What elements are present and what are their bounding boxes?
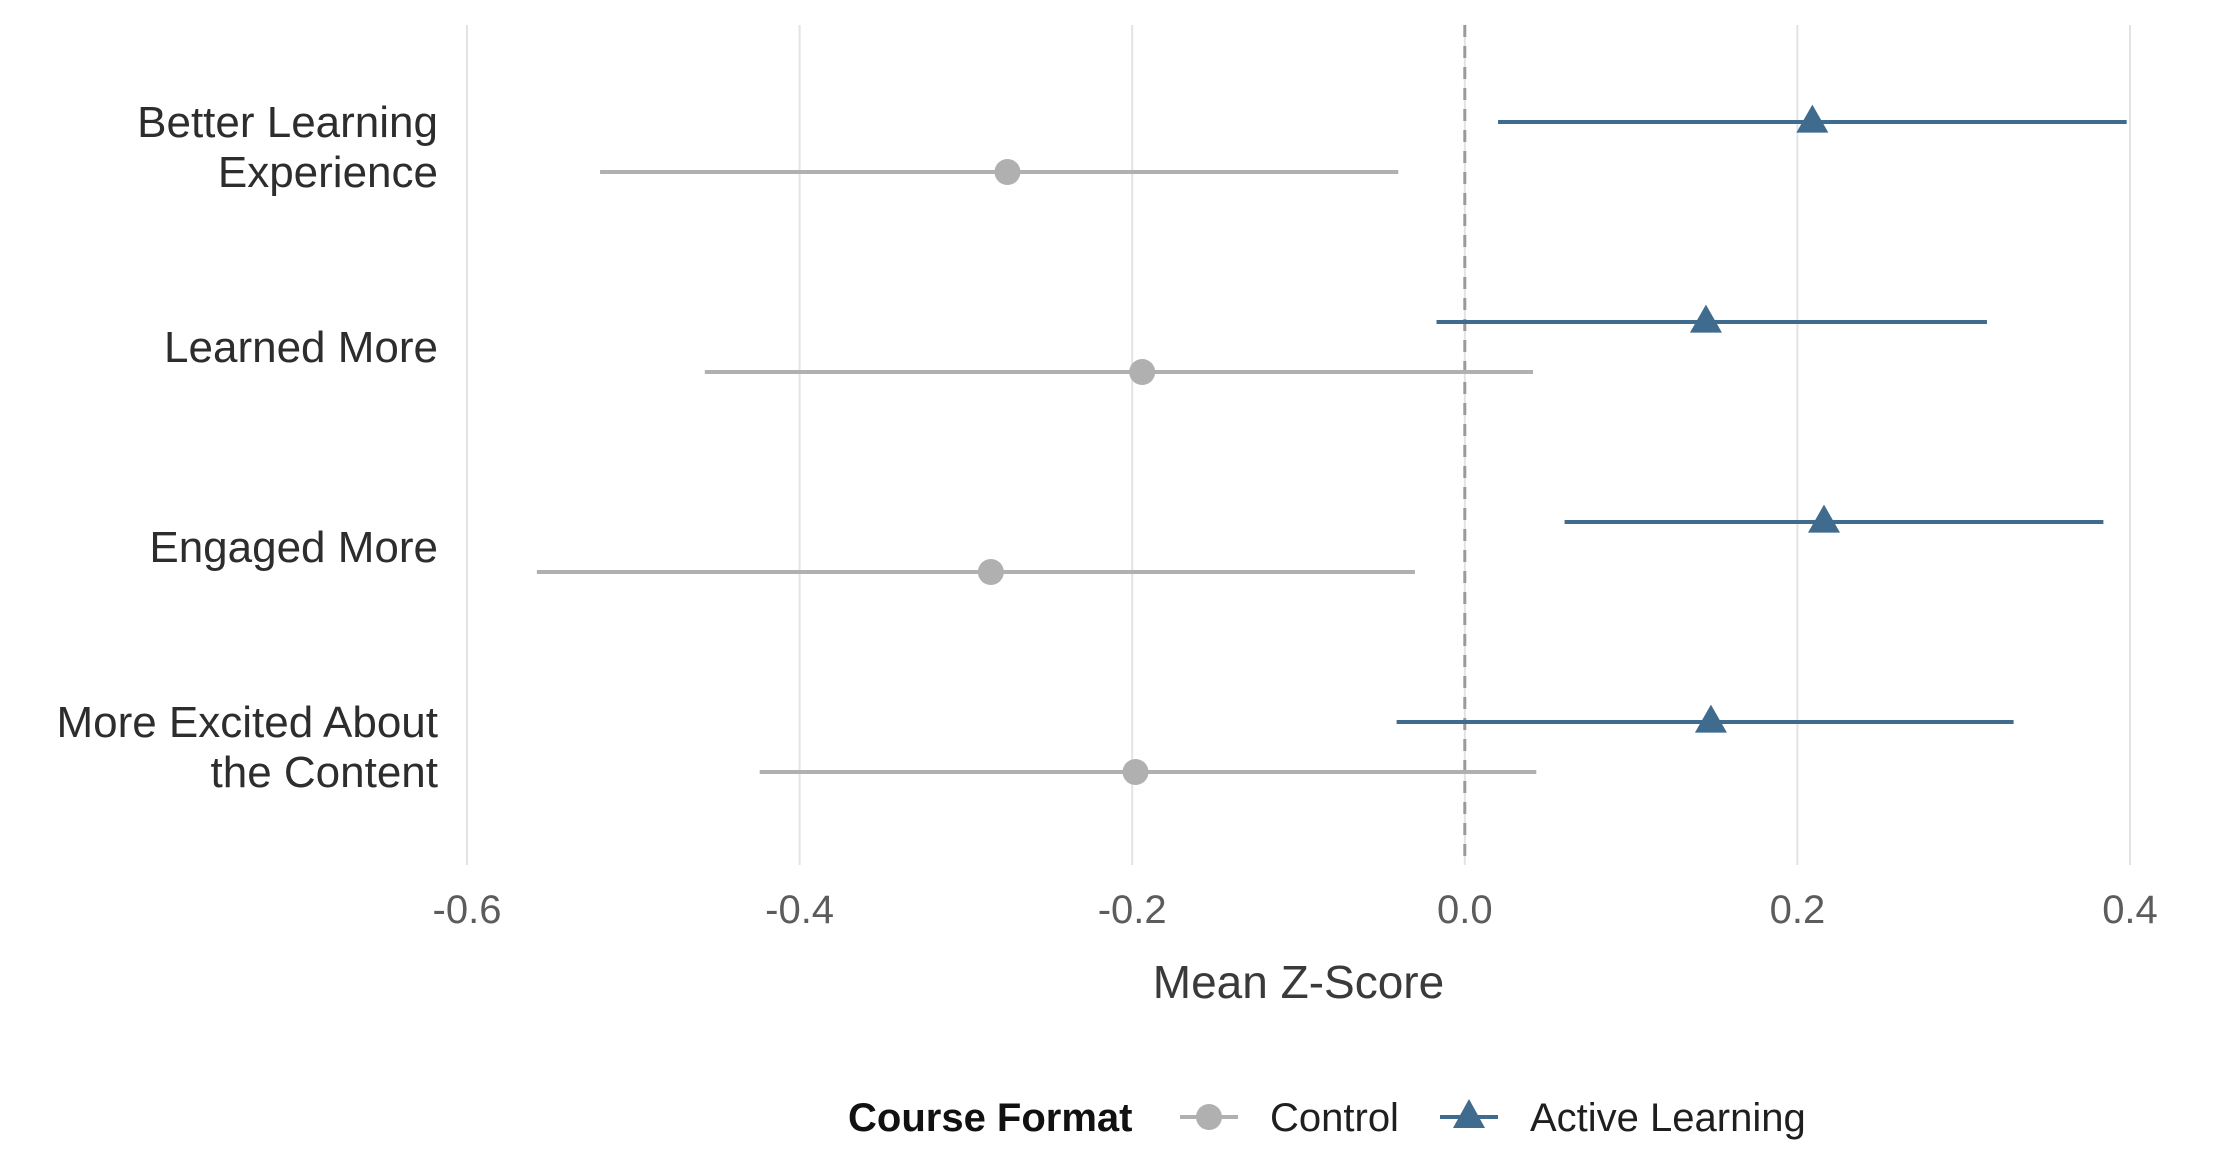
control-point <box>1122 759 1149 785</box>
category-label: Better Learning Experience <box>137 98 438 197</box>
active-learning-legend-label: Active Learning <box>1530 1096 1806 1140</box>
category-label: Learned More <box>164 323 438 372</box>
active-learning-point <box>1808 504 1841 533</box>
control-legend-key-marker <box>1196 1104 1222 1130</box>
vertical-gridlines <box>466 25 2131 865</box>
x-tick-label: -0.4 <box>765 888 834 932</box>
x-tick-label: 0.2 <box>1770 888 1826 932</box>
control-legend-label: Control <box>1270 1096 1399 1140</box>
x-tick-label: 0.0 <box>1437 888 1493 932</box>
active-learning-legend-key-marker <box>1453 1099 1485 1128</box>
active-learning-point <box>1694 704 1727 733</box>
category-label: Engaged More <box>149 523 438 572</box>
active-learning-point <box>1689 304 1722 333</box>
point-estimates <box>977 104 1841 785</box>
legend: Course Format Control Active Learning <box>848 1096 1806 1140</box>
x-axis-ticks: -0.6 -0.4 -0.2 0.0 0.2 0.4 <box>433 888 2158 932</box>
x-tick-label: 0.4 <box>2102 888 2158 932</box>
control-point <box>977 559 1004 585</box>
confidence-intervals <box>536 120 2127 774</box>
active-learning-point <box>1796 104 1829 133</box>
x-axis-title: Mean Z-Score <box>1153 956 1444 1008</box>
category-label: More Excited About the Content <box>56 698 438 797</box>
y-axis-categories: Better Learning Experience Learned More Eng… <box>56 98 438 797</box>
legend-title: Course Format <box>848 1096 1133 1140</box>
x-tick-label: -0.6 <box>433 888 502 932</box>
control-point <box>994 159 1021 185</box>
x-tick-label: -0.2 <box>1098 888 1167 932</box>
control-point <box>1129 359 1156 385</box>
